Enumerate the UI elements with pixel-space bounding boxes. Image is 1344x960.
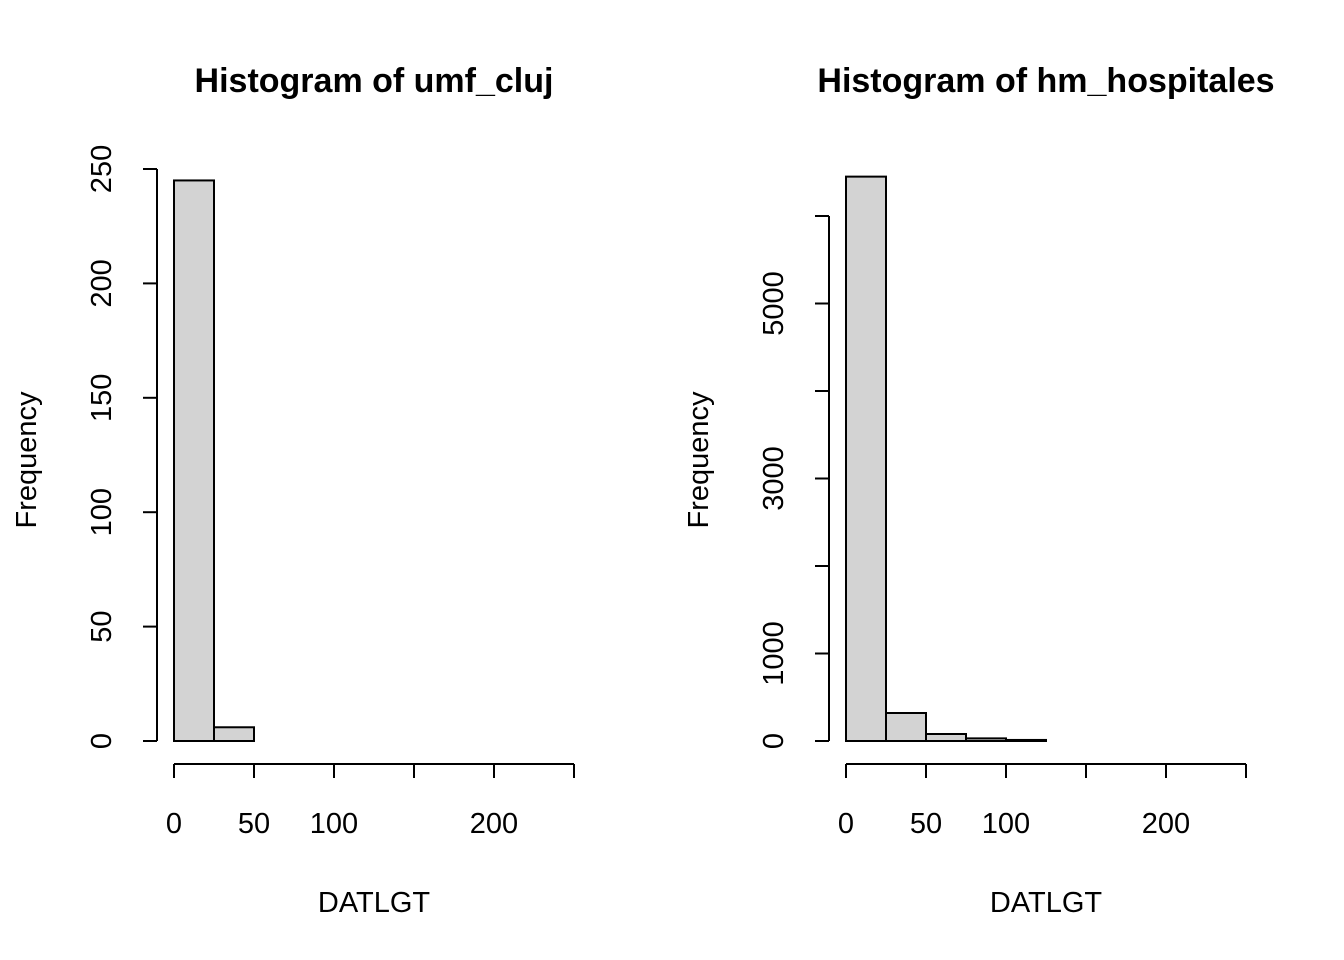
x-axis: 0 50 100 200	[838, 763, 1247, 840]
y-axis: 0 50 100 150 200 250	[86, 145, 158, 749]
x-tick-label: 50	[910, 808, 942, 840]
x-tick-label: 200	[470, 808, 518, 840]
histogram-panel-hm-hospitales: Histogram of hm_hospitales DATLGT Freque…	[683, 62, 1275, 919]
y-tick-label: 1000	[758, 621, 790, 686]
y-tick-label: 250	[86, 145, 118, 193]
y-axis-label: Frequency	[683, 391, 715, 529]
histogram-bar	[845, 175, 887, 742]
histogram-bar	[1005, 738, 1047, 743]
bars	[173, 179, 255, 742]
y-tick-label: 200	[86, 259, 118, 307]
y-tick-label: 100	[86, 488, 118, 536]
x-tick-label: 100	[310, 808, 358, 840]
x-tick-label: 100	[982, 808, 1030, 840]
x-axis-label: DATLGT	[318, 887, 431, 919]
chart-title: Histogram of hm_hospitales	[817, 62, 1274, 100]
x-tick-label: 200	[1142, 808, 1190, 840]
y-tick-label: 0	[86, 733, 118, 749]
histogram-bar	[173, 179, 215, 742]
x-tick-label: 50	[238, 808, 270, 840]
x-tick-label: 0	[838, 808, 854, 840]
bars	[845, 175, 1047, 743]
y-axis-label: Frequency	[11, 391, 43, 529]
histogram-bar	[213, 726, 255, 742]
y-tick-label: 150	[86, 374, 118, 422]
chart-title: Histogram of umf_cluj	[195, 62, 554, 100]
histogram-bar	[965, 737, 1007, 742]
histogram-bar	[925, 733, 967, 742]
y-tick-label: 0	[758, 733, 790, 749]
y-tick-label: 50	[86, 610, 118, 642]
y-tick-label: 3000	[758, 446, 790, 511]
y-axis: 0 1000 3000 5000	[758, 215, 830, 749]
y-tick-label: 5000	[758, 271, 790, 336]
histogram-bar	[885, 712, 927, 742]
x-tick-label: 0	[166, 808, 182, 840]
x-axis-label: DATLGT	[990, 887, 1103, 919]
x-axis: 0 50 100 200	[166, 763, 575, 840]
histogram-panel-umf-cluj: Histogram of umf_cluj DATLGT Frequency 0…	[11, 62, 575, 919]
